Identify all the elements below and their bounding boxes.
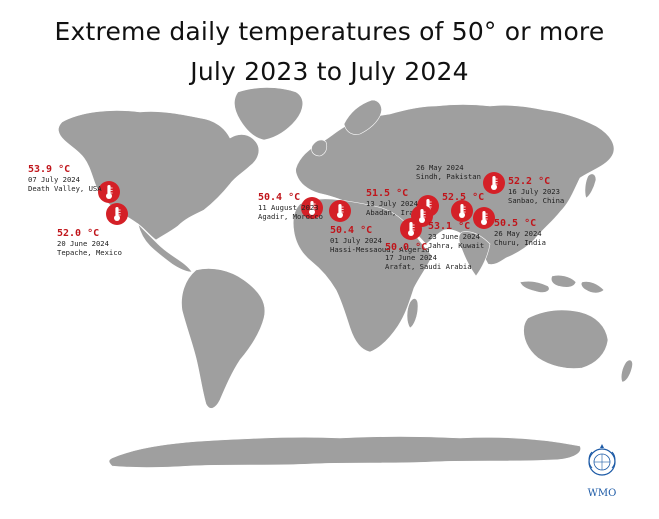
wmo-emblem-icon bbox=[588, 444, 616, 476]
thermometer-icon bbox=[450, 199, 474, 223]
marker-place: Agadir, Morocco bbox=[258, 212, 323, 221]
thermometer-icon bbox=[328, 199, 352, 223]
marker-date: 17 June 2024 bbox=[385, 253, 437, 262]
map-subtitle: July 2023 to July 2024 bbox=[190, 57, 469, 86]
marker-temp: 53.9 °C bbox=[28, 164, 70, 175]
marker-place: Abadan, Iran bbox=[366, 208, 418, 217]
marker-temp: 52.5 °C bbox=[442, 192, 484, 203]
land-japan bbox=[584, 173, 597, 199]
marker-temp: 52.0 °C bbox=[57, 228, 99, 239]
marker-date: 16 July 2023 bbox=[508, 187, 560, 196]
marker-place: Churu, India bbox=[494, 238, 546, 247]
marker-temp: 52.2 °C bbox=[508, 176, 550, 187]
thermometer-icon bbox=[105, 202, 129, 226]
thermometer-icon bbox=[482, 171, 506, 195]
marker-date: 23 June 2024 bbox=[428, 232, 480, 241]
marker-temp: 50.0 °C bbox=[385, 242, 427, 253]
marker-temp: 50.4 °C bbox=[258, 192, 300, 203]
marker-date: 26 May 2024 bbox=[416, 163, 464, 172]
marker-date: 07 July 2024 bbox=[28, 175, 80, 184]
marker-temp: 51.5 °C bbox=[366, 188, 408, 199]
marker-temp: 50.4 °C bbox=[330, 225, 372, 236]
marker-place: Hassi-Messaoud, Algeria bbox=[330, 245, 430, 254]
marker-temp: 53.1 °C bbox=[428, 221, 470, 232]
land-scandinavia bbox=[343, 99, 382, 135]
land-antarctica bbox=[108, 436, 581, 468]
marker-date: 20 June 2024 bbox=[57, 239, 109, 248]
marker-place: Sanbao, China bbox=[508, 196, 564, 205]
marker-date: 13 July 2024 bbox=[366, 199, 418, 208]
land-australia bbox=[523, 309, 609, 369]
land-india bbox=[458, 231, 491, 277]
land-central-america bbox=[137, 223, 193, 273]
land-greenland bbox=[234, 87, 304, 141]
land-indonesia bbox=[519, 274, 605, 294]
map-title: Extreme daily temperatures of 50° or mor… bbox=[54, 17, 605, 46]
land-north-america bbox=[58, 110, 260, 241]
marker-place: Sindh, Pakistan bbox=[416, 172, 481, 181]
land-south-america bbox=[181, 268, 266, 409]
marker-temp: 50.5 °C bbox=[494, 218, 536, 229]
marker-date: 01 July 2024 bbox=[330, 236, 382, 245]
land-new-zealand bbox=[620, 359, 633, 383]
wmo-logo: WMO bbox=[588, 444, 617, 499]
marker-place: Death Valley, USA bbox=[28, 184, 102, 193]
marker-date: 26 May 2024 bbox=[494, 229, 542, 238]
marker-place: Tepache, Mexico bbox=[57, 248, 122, 257]
land-africa bbox=[292, 198, 433, 353]
marker-date: 11 August 2023 bbox=[258, 203, 319, 212]
thermometer-icon bbox=[472, 206, 496, 230]
marker-place: Arafat, Saudi Arabia bbox=[385, 262, 472, 271]
land-britain bbox=[311, 139, 328, 157]
land-madagascar bbox=[406, 298, 419, 329]
wmo-logo-text: WMO bbox=[588, 488, 617, 499]
marker-place: Jahra, Kuwait bbox=[428, 241, 484, 250]
